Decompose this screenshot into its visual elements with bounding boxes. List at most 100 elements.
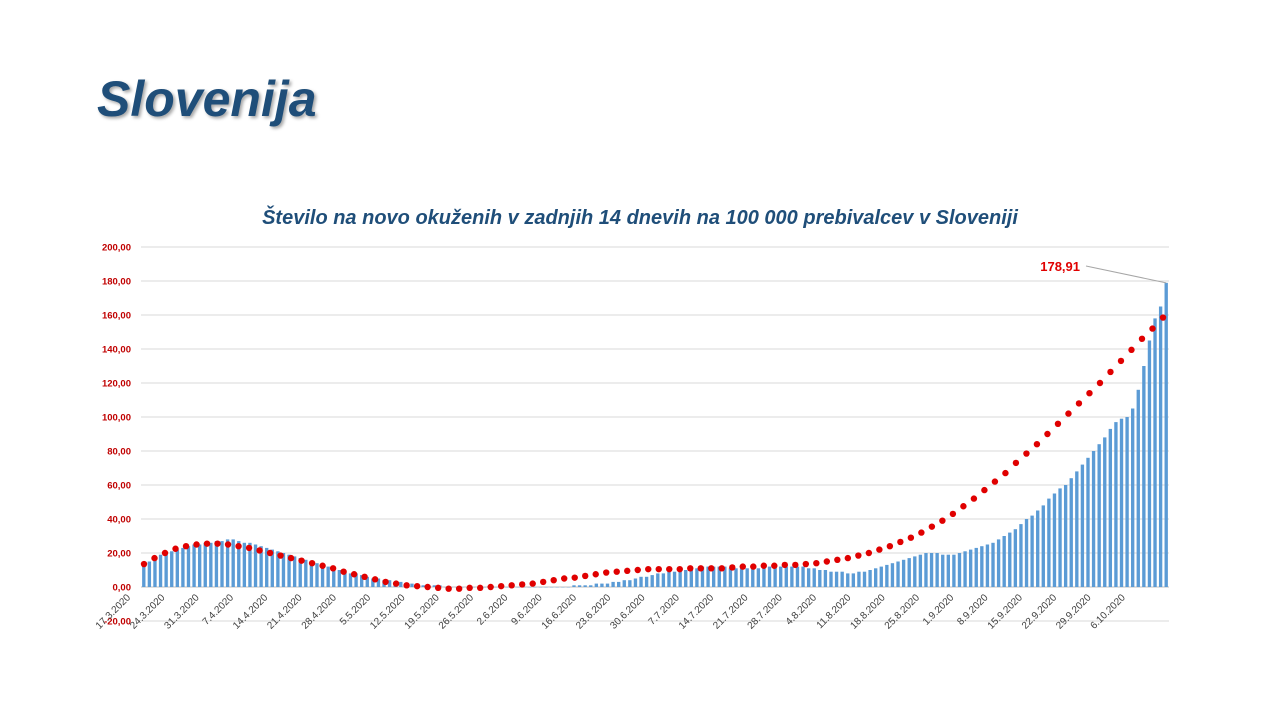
- trend-point: [1044, 430, 1051, 438]
- x-tick-label: 15.9.2020: [986, 592, 1026, 632]
- trend-point: [172, 545, 179, 552]
- trend-point: [592, 571, 599, 578]
- bar: [974, 547, 978, 587]
- bar: [1158, 306, 1163, 587]
- bar: [432, 585, 436, 587]
- bar: [242, 542, 247, 587]
- bar: [935, 553, 939, 587]
- x-tick-label: 30.6.2020: [608, 592, 648, 632]
- trend-point: [844, 554, 852, 562]
- bar: [360, 575, 364, 587]
- trend-point: [718, 565, 725, 572]
- bar: [689, 568, 693, 587]
- trend-point: [518, 581, 526, 588]
- bar: [773, 566, 777, 587]
- trend-point: [1096, 379, 1104, 387]
- bar: [421, 585, 425, 587]
- bar: [320, 564, 325, 587]
- bar: [1002, 536, 1006, 587]
- trend-point: [624, 567, 631, 575]
- bar: [996, 539, 1001, 587]
- y-tick-label: 120,00: [102, 379, 131, 390]
- trend-point: [151, 554, 158, 562]
- bar: [292, 556, 297, 587]
- bar: [790, 566, 794, 587]
- x-tick-label: 21.4.2020: [265, 592, 305, 632]
- trend-point: [897, 538, 904, 546]
- trend-point: [834, 556, 841, 563]
- trend-point: [308, 560, 316, 567]
- bar: [907, 558, 911, 587]
- bar: [1153, 318, 1157, 587]
- trend-point: [582, 572, 589, 580]
- trend-point: [550, 577, 557, 584]
- bar: [846, 573, 850, 587]
- trend-point: [235, 543, 242, 550]
- trend-point: [1128, 346, 1135, 354]
- bar: [957, 553, 962, 587]
- bar: [968, 549, 973, 587]
- bar: [181, 547, 185, 587]
- bar: [276, 551, 280, 587]
- bar: [572, 585, 576, 587]
- trend-point: [666, 565, 673, 573]
- x-tick-label: 28.7.2020: [746, 592, 786, 632]
- bar: [365, 576, 369, 587]
- bar: [387, 580, 392, 587]
- bar: [259, 546, 263, 587]
- bar: [237, 541, 241, 587]
- trend-point: [529, 580, 536, 587]
- bar: [281, 553, 286, 587]
- y-tick-label: 100,00: [102, 413, 131, 424]
- bar: [628, 580, 632, 587]
- bar: [879, 566, 883, 587]
- trend-point: [350, 571, 358, 578]
- bar: [298, 558, 302, 587]
- trend-point: [403, 582, 410, 589]
- bar: [963, 551, 967, 587]
- trend-point: [613, 568, 620, 575]
- bar: [326, 566, 330, 587]
- trend-point: [708, 565, 715, 572]
- trend-point: [1149, 325, 1156, 332]
- bar: [874, 568, 878, 587]
- bar: [343, 571, 347, 587]
- bar: [818, 570, 822, 587]
- bar: [410, 583, 414, 587]
- trend-point: [1107, 368, 1114, 376]
- bar: [248, 542, 252, 587]
- trend-point: [1159, 314, 1167, 321]
- x-tick-label: 1.9.2020: [921, 592, 957, 628]
- bar: [801, 566, 805, 587]
- x-tick-label: 2.6.2020: [475, 592, 511, 628]
- x-tick-label: 28.4.2020: [300, 592, 340, 632]
- bar: [672, 571, 677, 587]
- bar: [617, 581, 621, 587]
- trend-point: [918, 529, 925, 536]
- bar: [583, 585, 587, 587]
- bar: [1131, 408, 1135, 587]
- trend-point: [1002, 469, 1009, 477]
- bar: [918, 554, 923, 587]
- bar: [1136, 389, 1140, 587]
- trend-point: [476, 584, 484, 592]
- bar: [929, 553, 934, 587]
- bar: [695, 568, 699, 587]
- trend-point: [571, 574, 578, 581]
- bar: [941, 554, 945, 587]
- bar: [186, 546, 191, 587]
- bar: [253, 544, 258, 587]
- trend-point: [161, 549, 169, 557]
- bar: [214, 541, 219, 587]
- bar: [192, 544, 196, 587]
- trend-point: [193, 541, 200, 548]
- bar: [399, 581, 403, 587]
- bar: [762, 568, 766, 587]
- trend-point: [413, 582, 421, 590]
- bar: [751, 568, 755, 587]
- y-tick-label: 200,00: [102, 243, 131, 254]
- trend-point: [907, 534, 915, 541]
- bar: [622, 580, 626, 587]
- bar: [175, 549, 179, 587]
